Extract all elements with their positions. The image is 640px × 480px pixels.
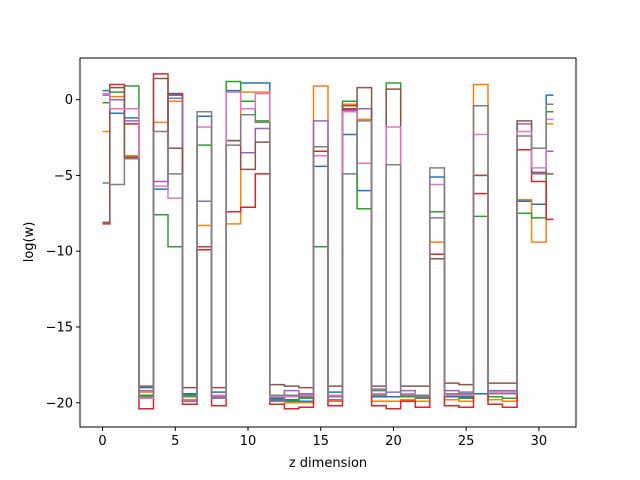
- x-tick-label: 30: [531, 434, 548, 449]
- y-tick-label: 0: [65, 93, 73, 108]
- y-tick-label: −15: [46, 320, 73, 335]
- x-tick-label: 20: [385, 434, 402, 449]
- x-tick-label: 5: [171, 434, 179, 449]
- x-tick-label: 25: [458, 434, 475, 449]
- x-ticks: 0 5 10 15 20 25 30: [98, 427, 547, 449]
- y-ticks: 0 −5 −10 −15 −20: [46, 93, 80, 411]
- x-axis-label: z dimension: [289, 456, 367, 471]
- y-axis-label: log(w): [22, 222, 37, 263]
- plot-frame: [79, 57, 577, 428]
- y-tick-label: −5: [54, 169, 73, 184]
- x-tick-label: 15: [312, 434, 329, 449]
- y-tick-label: −20: [46, 396, 73, 411]
- x-tick-label: 10: [240, 434, 257, 449]
- x-tick-label: 0: [98, 434, 106, 449]
- series-line-7: [102, 103, 554, 398]
- series-layer: [102, 73, 554, 410]
- y-tick-label: −10: [46, 245, 73, 260]
